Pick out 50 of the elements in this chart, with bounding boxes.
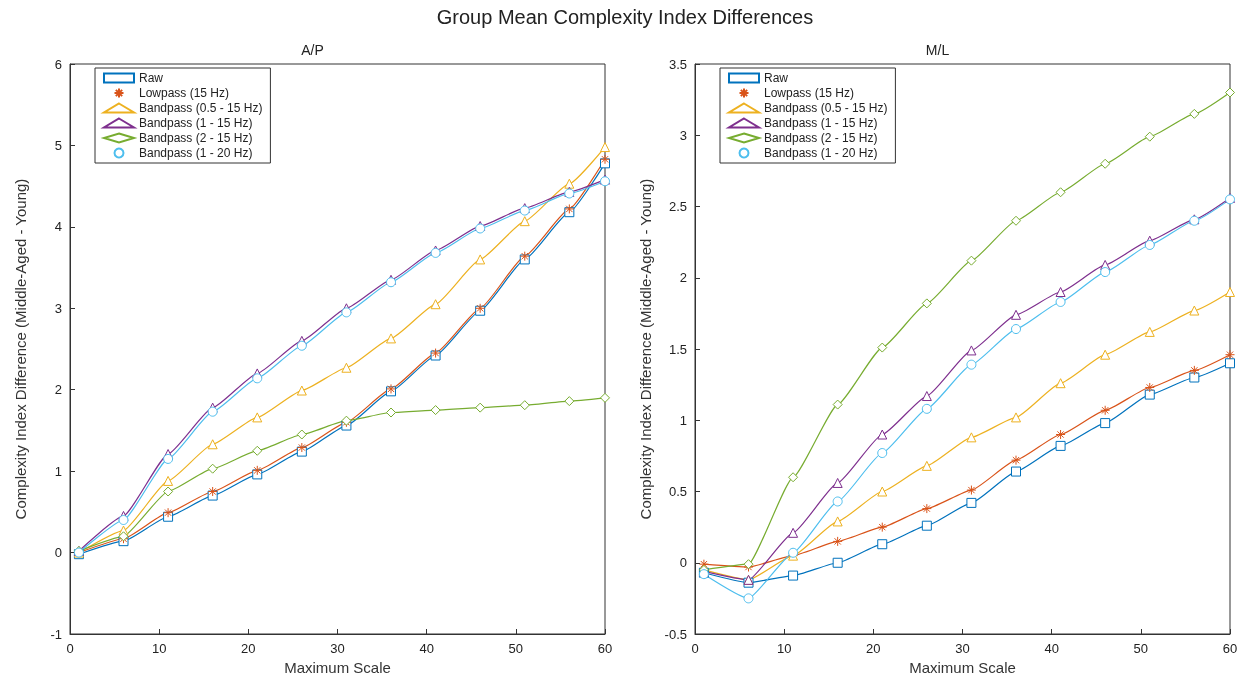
legend-label: Bandpass (0.5 - 15 Hz) xyxy=(139,101,263,115)
x-tick-label: 60 xyxy=(1222,641,1238,656)
y-axis-title: Complexity Index Difference (Middle-Aged - Young) xyxy=(12,178,29,520)
y-tick-label: 1.5 xyxy=(668,341,687,357)
y-tick-label: 3 xyxy=(679,127,687,143)
chart-title: Group Mean Complexity Index Differences xyxy=(435,6,815,29)
x-tick-label: 50 xyxy=(1133,641,1149,656)
y-tick-label: 1 xyxy=(679,412,687,428)
y-tick-label: 3 xyxy=(54,300,62,316)
legend-label: Lowpass (15 Hz) xyxy=(764,86,855,100)
legend-label: Bandpass (2 - 15 Hz) xyxy=(764,131,878,145)
x-tick-label: 60 xyxy=(597,641,613,656)
legend-label: Bandpass (1 - 20 Hz) xyxy=(139,146,253,160)
legend-label: Lowpass (15 Hz) xyxy=(139,86,230,100)
x-tick-label: 10 xyxy=(776,641,792,656)
y-tick-label: 2 xyxy=(54,382,62,398)
legend-label: Raw xyxy=(139,71,164,85)
x-tick-label: 30 xyxy=(955,641,970,656)
y-tick-label: 2.5 xyxy=(668,199,687,214)
y-tick-label: 5 xyxy=(54,137,62,153)
x-tick-label: 0 xyxy=(691,641,699,656)
y-tick-label: 1 xyxy=(54,463,62,479)
legend-label: Bandpass (1 - 15 Hz) xyxy=(139,116,253,130)
y-tick-label: -0.5 xyxy=(664,626,687,642)
x-tick-label: 20 xyxy=(241,641,256,656)
y-tick-label: 0 xyxy=(679,555,687,571)
y-tick-label: -1 xyxy=(50,626,62,642)
y-tick-label: 2 xyxy=(679,270,687,286)
legend-label: Bandpass (2 - 15 Hz) xyxy=(139,131,253,145)
x-tick-label: 40 xyxy=(419,641,434,656)
x-tick-label: 10 xyxy=(151,641,167,656)
y-tick-label: 4 xyxy=(54,219,62,235)
x-tick-label: 0 xyxy=(66,641,74,656)
chart-subtitle: M/L xyxy=(925,42,950,58)
legend-label: Raw xyxy=(764,71,789,85)
x-tick-label: 20 xyxy=(866,641,881,656)
legend-label: Bandpass (1 - 20 Hz) xyxy=(764,146,878,160)
x-tick-label: 40 xyxy=(1044,641,1059,656)
x-axis-title: Maximum Scale xyxy=(284,659,391,676)
y-tick-label: 3.5 xyxy=(668,56,687,72)
x-axis-title: Maximum Scale xyxy=(909,659,1016,676)
x-tick-label: 50 xyxy=(508,641,524,656)
y-tick-label: 0.5 xyxy=(668,484,687,499)
x-tick-label: 30 xyxy=(330,641,345,656)
y-tick-label: 0 xyxy=(54,545,62,561)
y-axis-title: Complexity Index Difference (Middle-Aged - Young) xyxy=(637,178,654,520)
legend-label: Bandpass (0.5 - 15 Hz) xyxy=(764,101,888,115)
legend-label: Bandpass (1 - 15 Hz) xyxy=(764,116,878,130)
chart-subtitle: A/P xyxy=(301,42,324,58)
y-tick-label: 6 xyxy=(54,56,62,72)
